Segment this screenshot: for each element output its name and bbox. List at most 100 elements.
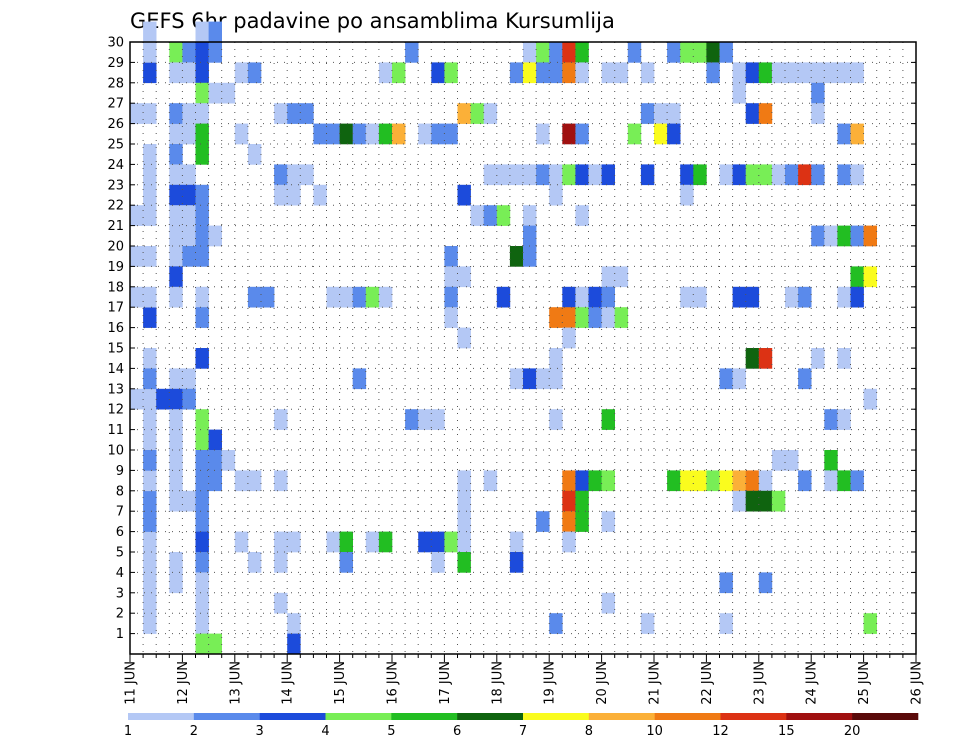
heatmap-cell — [837, 470, 851, 492]
heatmap-cell — [143, 42, 157, 63]
y-axis-ticks: 1234567891011121314151617181920212223242… — [107, 36, 916, 642]
colorbar-label: 2 — [190, 724, 198, 739]
heatmap-cell — [156, 388, 170, 410]
heatmap-cell — [143, 388, 157, 410]
heatmap-cell — [143, 592, 157, 614]
heatmap-cell — [601, 409, 615, 430]
heatmap-cell — [169, 409, 183, 430]
heatmap-cell — [130, 246, 144, 267]
heatmap-cell — [824, 225, 838, 247]
y-tick-label: 18 — [107, 280, 124, 295]
heatmap-cell — [601, 592, 615, 614]
heatmap-cell — [562, 511, 576, 532]
heatmap-cell — [130, 388, 144, 410]
heatmap-cell — [169, 286, 183, 308]
heatmap-cell — [601, 62, 615, 84]
heatmap-cell — [130, 103, 144, 124]
heatmap-cell — [339, 552, 353, 573]
heatmap-cell — [798, 286, 812, 308]
colorbar-label: 7 — [519, 724, 527, 739]
heatmap-cell — [863, 225, 877, 247]
colorbar-swatch — [654, 713, 721, 720]
heatmap-cell — [850, 266, 864, 288]
y-tick-label: 20 — [107, 240, 124, 255]
colorbar-label: 1 — [124, 724, 132, 739]
heatmap-cell — [601, 511, 615, 532]
heatmap-cell — [549, 42, 563, 63]
heatmap-cell — [575, 123, 589, 145]
heatmap-cell — [444, 62, 458, 84]
heatmap-cell — [143, 21, 157, 43]
heatmap-cell — [536, 164, 550, 186]
heatmap-cell — [850, 225, 864, 247]
heatmap-cell — [549, 164, 563, 186]
heatmap-cell — [680, 286, 694, 308]
heatmap-cell — [509, 552, 524, 573]
y-tick-label: 24 — [107, 158, 124, 173]
heatmap-cell — [771, 164, 786, 186]
heatmap-cell — [758, 470, 773, 492]
heatmap-cell — [143, 62, 157, 84]
heatmap-cell — [195, 613, 209, 634]
y-tick-label: 16 — [107, 321, 124, 336]
heatmap-cell — [431, 409, 445, 430]
heatmap-cell — [195, 450, 209, 471]
heatmap-cell — [614, 307, 629, 328]
heatmap-cell — [549, 368, 563, 390]
y-tick-label: 13 — [107, 382, 124, 397]
heatmap-cell — [562, 62, 576, 84]
colorbar-label: 5 — [387, 724, 395, 739]
heatmap-cell — [274, 164, 288, 186]
heatmap-cell — [392, 123, 406, 145]
y-tick-label: 23 — [107, 178, 124, 193]
heatmap-cell — [195, 572, 209, 594]
heatmap-cell — [182, 225, 196, 247]
heatmap-cell — [758, 62, 773, 84]
y-tick-label: 7 — [116, 505, 124, 520]
colorbar-swatch — [128, 713, 195, 720]
heatmap-cell — [195, 552, 209, 573]
heatmap-cell — [562, 42, 576, 63]
colorbar-swatch — [786, 713, 853, 720]
heatmap-cell — [274, 470, 288, 492]
heatmap-cell — [365, 123, 380, 145]
heatmap-cell — [261, 286, 275, 308]
heatmap-cell — [221, 450, 236, 471]
y-tick-label: 3 — [116, 586, 124, 601]
heatmap-cell — [195, 21, 209, 43]
heatmap-cell — [143, 286, 157, 308]
heatmap-cell — [431, 123, 445, 145]
heatmap-cell — [169, 42, 183, 63]
heatmap-cell — [575, 511, 589, 532]
x-tick-label: 20 JUN — [595, 661, 610, 705]
heatmap-cell — [601, 286, 615, 308]
heatmap-cell — [365, 286, 380, 308]
heatmap-cell — [523, 42, 537, 63]
heatmap-cell — [863, 613, 877, 634]
heatmap-cell — [811, 103, 825, 124]
x-tick-label: 14 JUN — [281, 661, 296, 705]
heatmap-cell — [837, 123, 851, 145]
heatmap-cell — [667, 470, 681, 492]
heatmap-cell — [143, 490, 157, 512]
y-tick-label: 6 — [116, 525, 124, 540]
heatmap-cell — [706, 470, 720, 492]
heatmap-cell — [680, 42, 694, 63]
heatmap-cell — [745, 470, 760, 492]
x-tick-label: 23 JUN — [752, 661, 767, 705]
heatmap-cell — [208, 470, 222, 492]
heatmap-cell — [549, 62, 563, 84]
heatmap-cell — [169, 62, 183, 84]
heatmap-cell — [274, 409, 288, 430]
heatmap-cell — [719, 368, 733, 390]
heatmap-cell — [208, 82, 222, 104]
heatmap-cell — [247, 62, 262, 84]
heatmap-cell — [287, 633, 301, 655]
x-tick-label: 21 JUN — [648, 661, 663, 705]
heatmap-cell — [234, 531, 249, 553]
y-tick-label: 25 — [107, 138, 124, 153]
heatmap-cell — [719, 572, 733, 594]
heatmap-cell — [667, 103, 681, 124]
heatmap-cell — [745, 62, 760, 84]
heatmap-cell — [130, 286, 144, 308]
